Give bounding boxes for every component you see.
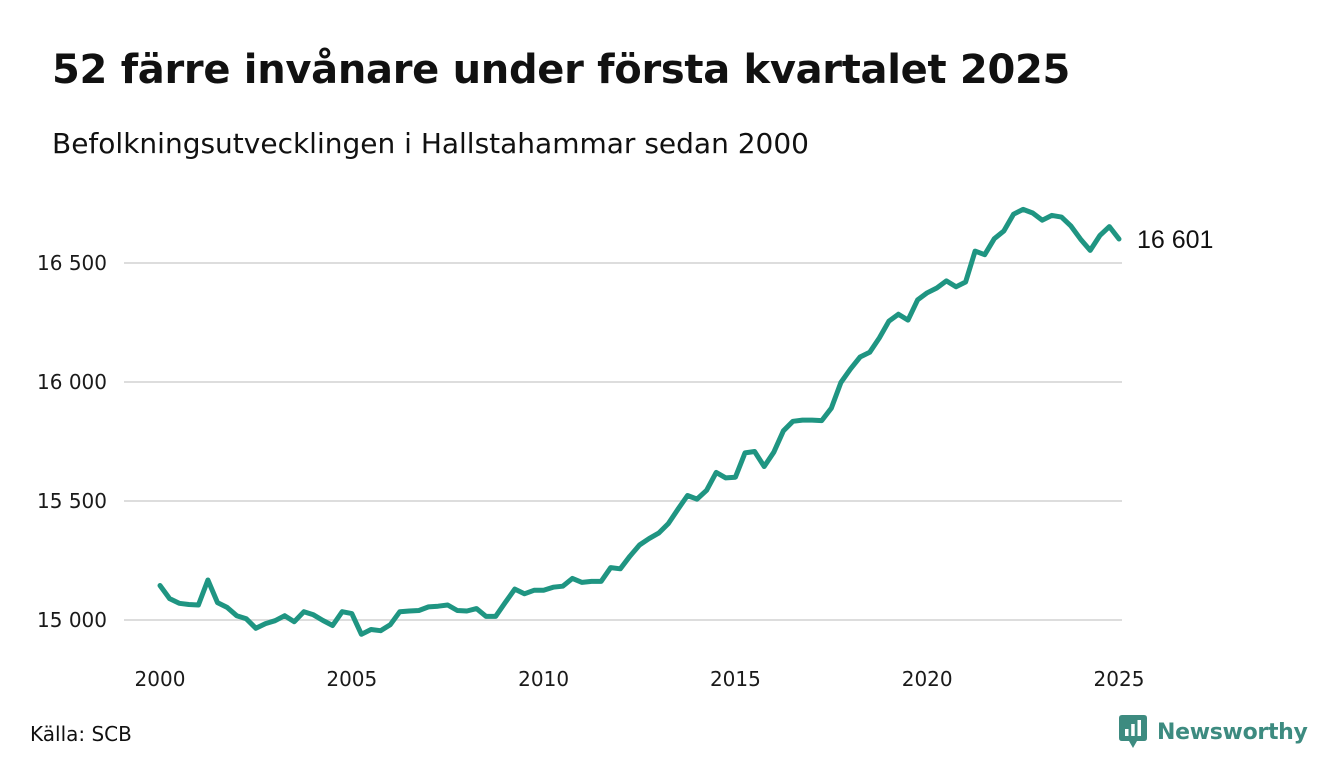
x-tick-label: 2020 xyxy=(902,667,953,691)
x-tick-label: 2015 xyxy=(710,667,761,691)
series-line-layer xyxy=(157,206,1122,637)
x-tick-label: 2025 xyxy=(1094,667,1145,691)
y-tick-label: 15 500 xyxy=(37,489,107,513)
source-note: Källa: SCB xyxy=(30,722,132,746)
y-tick-label: 15 000 xyxy=(37,608,107,632)
x-tick-label: 2010 xyxy=(518,667,569,691)
x-tick-label: 2005 xyxy=(326,667,377,691)
y-axis-tick-labels: 15 000 15 500 16 000 16 500 xyxy=(37,251,107,632)
brand-name: Newsworthy xyxy=(1157,719,1308,745)
y-tick-label: 16 000 xyxy=(37,370,107,394)
end-value-label-layer: 16 601 xyxy=(1137,226,1213,254)
newsworthy-logo-icon xyxy=(1119,715,1147,748)
x-axis-tick-labels: 2000 2005 2010 2015 2020 2025 xyxy=(135,667,1145,691)
x-tick-label: 2000 xyxy=(135,667,186,691)
chart-subtitle: Befolkningsutvecklingen i Hallstahammar … xyxy=(52,127,809,160)
end-value-label: 16 601 xyxy=(1137,226,1213,254)
population-series-line xyxy=(157,206,1122,637)
chart-title: 52 färre invånare under första kvartalet… xyxy=(52,47,1071,93)
brand-logo: Newsworthy xyxy=(1118,712,1308,752)
y-tick-label: 16 500 xyxy=(37,251,107,275)
